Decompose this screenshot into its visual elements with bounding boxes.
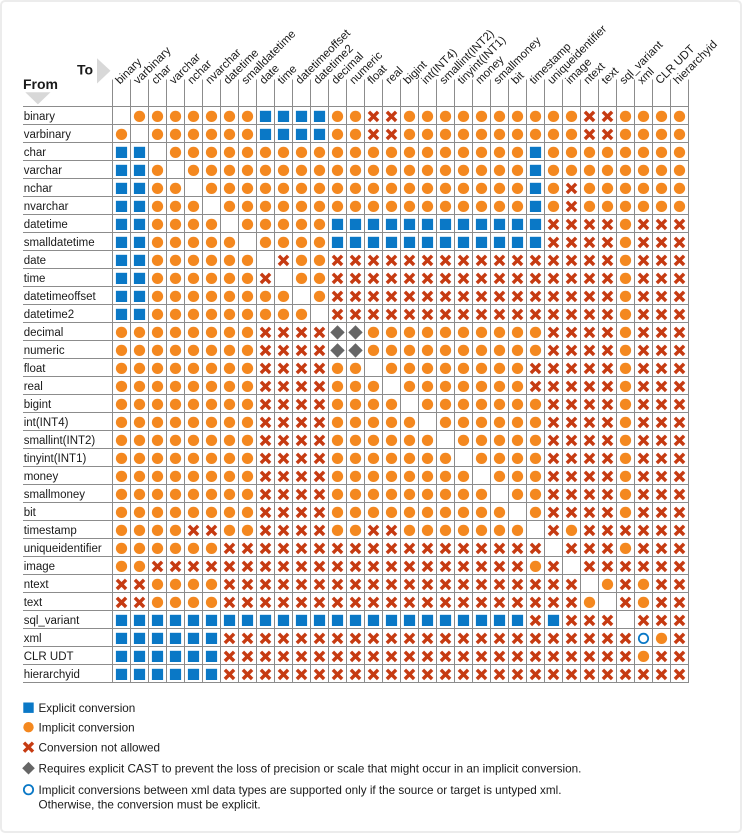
- svg-text:datetime: datetime: [24, 219, 68, 231]
- svg-text:varbinary: varbinary: [24, 129, 72, 141]
- svg-text:From: From: [23, 76, 58, 92]
- svg-text:Otherwise, the conversion must: Otherwise, the conversion must be explic…: [39, 799, 261, 812]
- svg-text:xml: xml: [24, 633, 42, 645]
- svg-text:float: float: [24, 363, 47, 375]
- svg-text:varchar: varchar: [24, 165, 63, 177]
- svg-text:time: time: [24, 273, 46, 285]
- svg-text:bit: bit: [24, 507, 37, 519]
- svg-text:Requires explicit CAST to prev: Requires explicit CAST to prevent the lo…: [39, 763, 582, 776]
- svg-text:int(INT4): int(INT4): [24, 417, 69, 429]
- svg-text:To: To: [77, 62, 93, 78]
- svg-text:Conversion not allowed: Conversion not allowed: [39, 742, 161, 755]
- svg-text:char: char: [24, 147, 47, 159]
- svg-text:tinyint(INT1): tinyint(INT1): [24, 453, 87, 465]
- svg-text:numeric: numeric: [24, 345, 65, 357]
- svg-text:real: real: [24, 381, 43, 393]
- svg-text:image: image: [24, 561, 55, 573]
- svg-text:smallint(INT2): smallint(INT2): [24, 435, 96, 447]
- svg-text:timestamp: timestamp: [24, 525, 77, 537]
- svg-text:bigint: bigint: [24, 399, 52, 411]
- svg-text:nvarchar: nvarchar: [24, 201, 69, 213]
- svg-text:Implicit conversion: Implicit conversion: [39, 722, 135, 735]
- svg-text:money: money: [24, 471, 59, 483]
- svg-text:uniqueidentifier: uniqueidentifier: [24, 543, 102, 555]
- svg-text:ntext: ntext: [24, 579, 50, 591]
- svg-text:smalldatetime: smalldatetime: [24, 237, 95, 249]
- svg-text:hierarchyid: hierarchyid: [24, 669, 80, 681]
- svg-text:smallmoney: smallmoney: [24, 489, 86, 501]
- svg-text:decimal: decimal: [24, 327, 64, 339]
- svg-text:Explicit conversion: Explicit conversion: [39, 702, 136, 715]
- svg-text:text: text: [24, 597, 43, 609]
- svg-text:Implicit conversions between x: Implicit conversions between xml data ty…: [39, 784, 562, 797]
- svg-text:nchar: nchar: [24, 183, 53, 195]
- svg-text:datetimeoffset: datetimeoffset: [24, 291, 97, 303]
- svg-text:datetime2: datetime2: [24, 309, 75, 321]
- svg-text:CLR UDT: CLR UDT: [24, 651, 74, 663]
- svg-text:sql_variant: sql_variant: [24, 615, 80, 627]
- svg-text:binary: binary: [24, 111, 56, 123]
- svg-text:date: date: [24, 255, 46, 267]
